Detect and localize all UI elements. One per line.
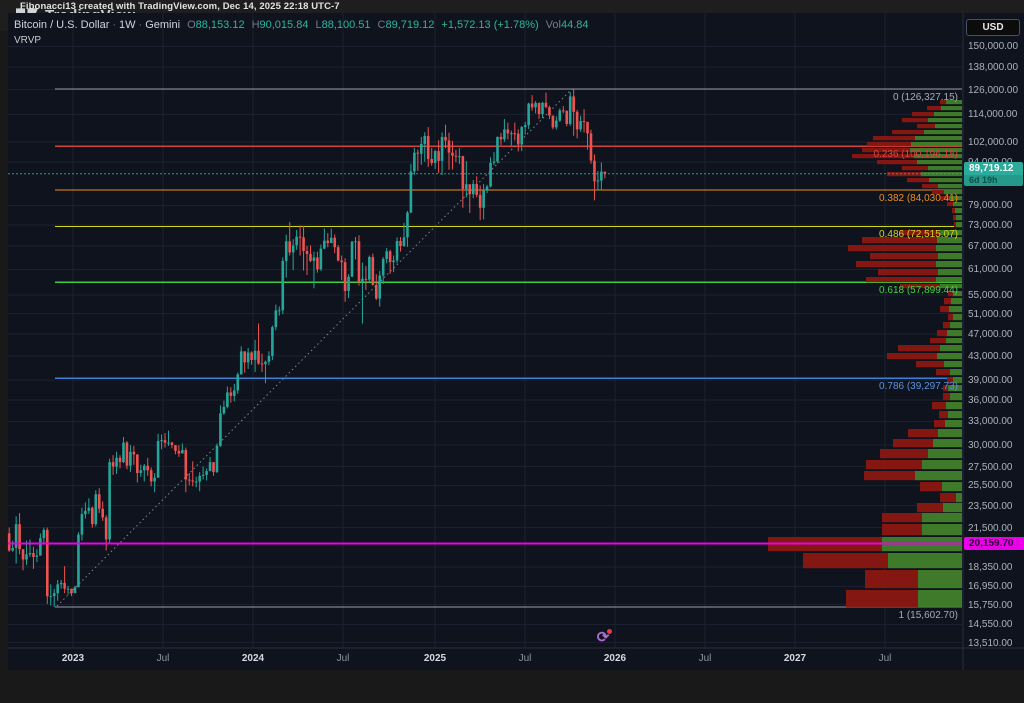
current-price-badge: 89,719.12 6d 19h bbox=[964, 161, 1023, 186]
replay-event-icon[interactable]: ⟳ bbox=[594, 629, 612, 647]
fib-level-label: 0.236 (100,196.18) bbox=[873, 149, 958, 161]
cycle-arrow-glyph: ⟳ bbox=[596, 629, 610, 646]
fib-level-label: 0.382 (84,030.41) bbox=[879, 192, 958, 204]
time-axis-label: 2024 bbox=[241, 653, 265, 664]
time-axis-label: 2026 bbox=[603, 653, 627, 664]
price-axis-label: 79,000.00 bbox=[968, 200, 1013, 212]
bar-countdown: 6d 19h bbox=[964, 174, 1023, 186]
price-axis-label: 67,000.00 bbox=[968, 241, 1013, 253]
fib-level-label: 0 (126,327.15) bbox=[892, 92, 958, 103]
price-axis-label: 14,550.00 bbox=[968, 619, 1013, 631]
separator: · bbox=[112, 19, 117, 31]
high-label: H bbox=[251, 19, 260, 31]
current-price-value: 89,719.12 bbox=[964, 161, 1023, 175]
price-axis-label: 138,000.00 bbox=[968, 62, 1019, 74]
price-axis-label: 51,000.00 bbox=[968, 308, 1013, 320]
price-axis-label: 15,750.00 bbox=[968, 599, 1013, 611]
price-axis-label: 25,500.00 bbox=[968, 480, 1013, 492]
price-axis-label: 36,000.00 bbox=[968, 394, 1013, 406]
fib-level-label: 0.618 (57,899.44) bbox=[879, 285, 958, 297]
time-axis-label: 2027 bbox=[783, 653, 807, 664]
price-axis-label: 27,500.00 bbox=[968, 461, 1013, 473]
time-axis-label: 2025 bbox=[423, 653, 447, 664]
price-axis-label: 43,000.00 bbox=[968, 350, 1013, 362]
volume-value: 44.84 bbox=[560, 19, 589, 31]
volume-label: Vol bbox=[545, 19, 561, 31]
time-axis-label: 2023 bbox=[61, 653, 85, 664]
price-axis-label: 150,000.00 bbox=[968, 41, 1019, 53]
watermark: Fibonacci13 created with TradingView.com… bbox=[20, 1, 340, 12]
exchange-label: Gemini bbox=[145, 19, 181, 31]
separator: · bbox=[138, 19, 143, 31]
price-axis-label: 39,000.00 bbox=[968, 375, 1013, 387]
fib-level-label: 0.786 (39,297.73) bbox=[879, 381, 958, 393]
open-value: 88,153.12 bbox=[195, 19, 245, 31]
low-value: 88,100.51 bbox=[321, 19, 371, 31]
time-axis-label: Jul bbox=[156, 653, 170, 664]
price-axis-label: 55,000.00 bbox=[968, 289, 1013, 301]
close-label: C bbox=[377, 19, 386, 31]
symbol-header: Bitcoin / U.S. Dollar · 1W · Gemini O88,153.1… bbox=[14, 19, 588, 31]
high-value: 90,015.84 bbox=[259, 19, 309, 31]
price-axis-label: 61,000.00 bbox=[968, 264, 1013, 276]
price-axis-label: 47,000.00 bbox=[968, 328, 1013, 340]
price-axis-label: 33,000.00 bbox=[968, 416, 1013, 428]
fib-level-label: 0.486 (72,515.07) bbox=[879, 229, 958, 241]
price-axis-label: 13,510.00 bbox=[968, 637, 1013, 649]
price-axis-label: 16,950.00 bbox=[968, 581, 1013, 593]
currency-usd-button[interactable]: USD bbox=[966, 19, 1020, 36]
price-axis-label: 102,000.00 bbox=[968, 136, 1019, 148]
price-axis-label: 73,000.00 bbox=[968, 219, 1013, 231]
indicator-vrvp-label[interactable]: VRVP bbox=[14, 35, 42, 46]
close-value: 89,719.12 bbox=[385, 19, 435, 31]
price-axis-label: 23,500.00 bbox=[968, 500, 1013, 512]
price-axis-label: 114,000.00 bbox=[968, 109, 1018, 121]
notification-dot bbox=[607, 629, 612, 634]
open-label: O bbox=[187, 19, 196, 31]
time-axis-label: Jul bbox=[518, 653, 532, 664]
price-axis-label: 21,500.00 bbox=[968, 522, 1013, 534]
price-axis-label: 18,350.00 bbox=[968, 561, 1013, 573]
horizontal-line-price-badge: 20,159.70 bbox=[964, 536, 1024, 550]
time-axis-label: Jul bbox=[698, 653, 712, 664]
time-axis-label: Jul bbox=[878, 653, 892, 664]
time-axis-label: Jul bbox=[336, 653, 350, 664]
price-axis-label: 30,000.00 bbox=[968, 440, 1013, 452]
price-axis-label: 126,000.00 bbox=[968, 84, 1019, 96]
fib-level-label: 1 (15,602.70) bbox=[898, 610, 959, 621]
low-label: L bbox=[315, 19, 322, 31]
change-value: +1,572.13 (+1.78%) bbox=[441, 19, 539, 31]
symbol-title[interactable]: Bitcoin / U.S. Dollar bbox=[14, 19, 110, 31]
interval-label[interactable]: 1W bbox=[119, 19, 136, 31]
